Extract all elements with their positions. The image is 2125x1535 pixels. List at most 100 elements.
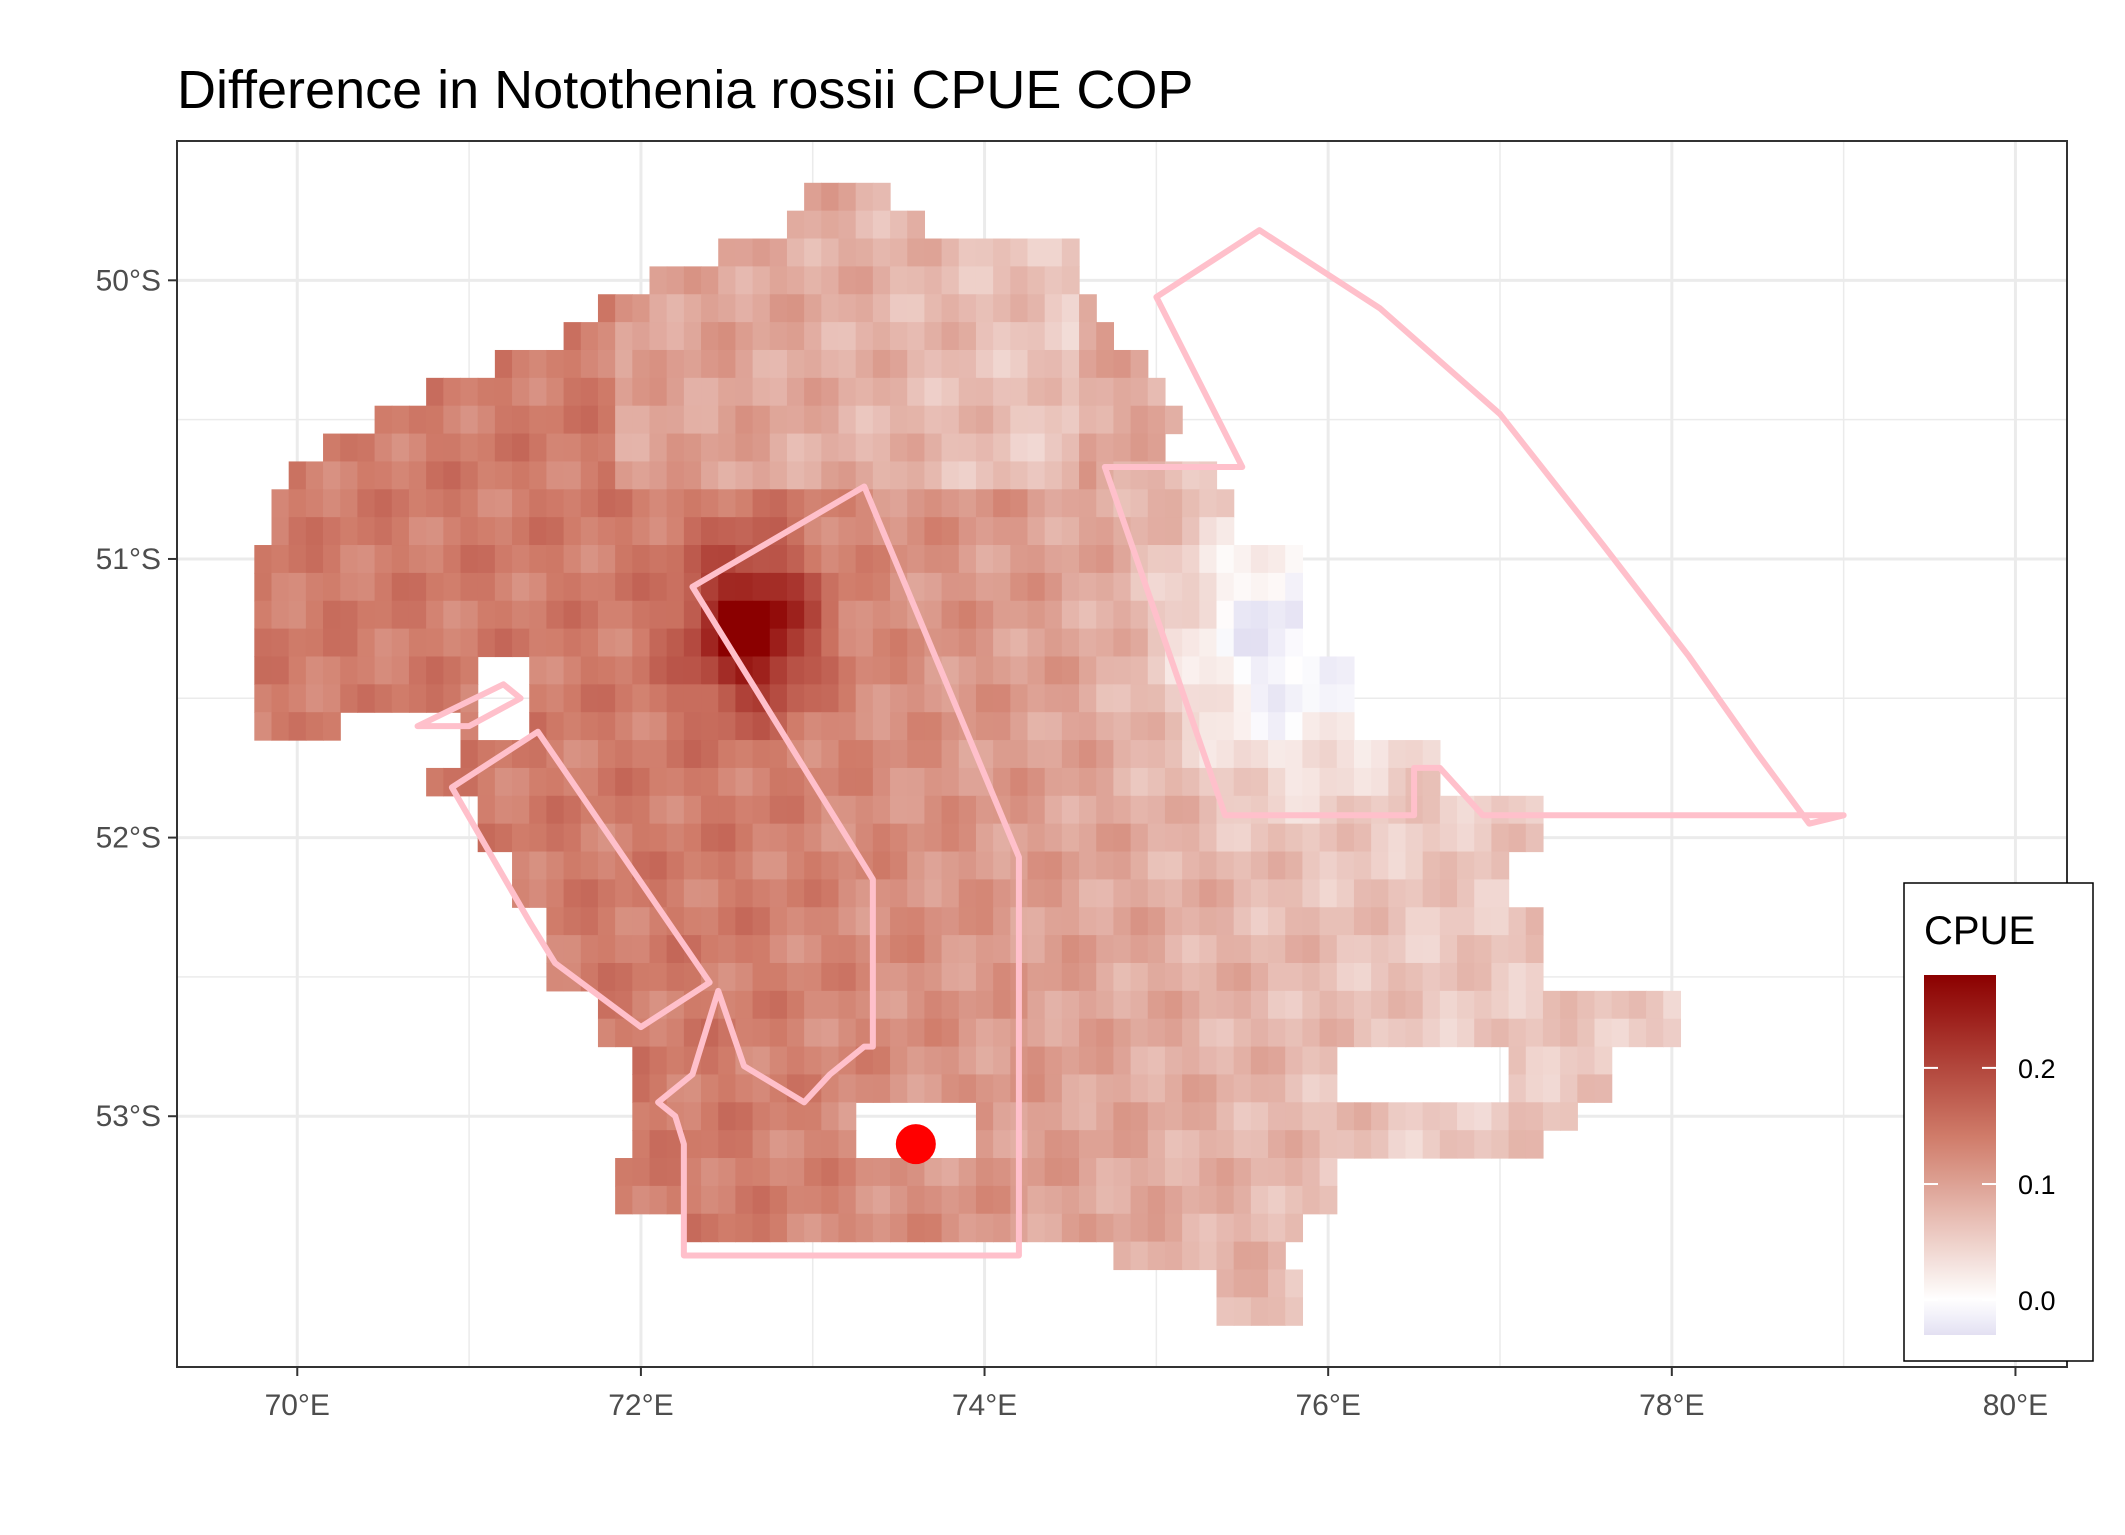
heatmap-cell — [1010, 461, 1029, 490]
heatmap-cell — [615, 322, 633, 351]
heatmap-cell — [1027, 767, 1046, 797]
heatmap-cell — [1061, 1185, 1080, 1215]
heatmap-cell — [1319, 712, 1338, 741]
heatmap-cell — [1010, 684, 1029, 713]
heatmap-cell — [735, 851, 754, 880]
heatmap-cell — [1096, 600, 1115, 630]
heatmap-cell — [941, 461, 960, 490]
heatmap-cell — [1405, 1018, 1424, 1048]
heatmap-cell — [855, 767, 874, 797]
heatmap-cell — [1474, 1130, 1493, 1159]
heatmap-cell — [786, 684, 805, 713]
heatmap-cell — [1044, 1102, 1063, 1131]
heatmap-cell — [683, 656, 702, 685]
heatmap-cell — [1542, 1018, 1561, 1048]
heatmap-cell — [597, 935, 616, 964]
heatmap-cell — [443, 628, 462, 658]
heatmap-cell — [1491, 907, 1510, 936]
heatmap-cell — [1027, 266, 1046, 295]
heatmap-cell — [958, 1158, 977, 1187]
heatmap-cell — [890, 489, 908, 518]
heatmap-cell — [975, 517, 994, 546]
heatmap-cell — [683, 962, 702, 992]
heatmap-cell — [357, 545, 376, 574]
heatmap-cell — [1199, 600, 1218, 630]
heatmap-cell — [975, 656, 994, 685]
heatmap-cell — [924, 489, 943, 518]
heatmap-cell — [769, 1046, 788, 1076]
heatmap-cell — [1405, 990, 1424, 1020]
heatmap-cell — [288, 684, 307, 713]
heatmap-cell — [323, 628, 341, 658]
heatmap-cell — [391, 656, 410, 685]
heatmap-cell — [1044, 238, 1063, 267]
heatmap-cell — [494, 517, 513, 546]
heatmap-cell — [838, 935, 857, 964]
heatmap-cell — [1285, 572, 1304, 602]
heatmap-cell — [477, 545, 496, 574]
heatmap-cell — [1353, 907, 1372, 936]
heatmap-cell — [1216, 1269, 1235, 1298]
heatmap-cell — [1319, 684, 1338, 713]
heatmap-cell — [426, 461, 444, 490]
heatmap-cell — [1371, 795, 1389, 825]
heatmap-cell — [975, 238, 994, 267]
heatmap-cell — [1096, 684, 1115, 713]
heatmap-cell — [494, 405, 513, 435]
heatmap-cell — [1130, 1213, 1149, 1243]
heatmap-cell — [1044, 1018, 1063, 1048]
heatmap-cell — [460, 545, 479, 574]
heatmap-cell — [649, 266, 668, 295]
heatmap-cell — [357, 656, 376, 685]
heatmap-cell — [821, 740, 840, 769]
heatmap-cell — [563, 377, 582, 407]
heatmap-cell — [597, 628, 616, 658]
heatmap-cell — [1061, 712, 1080, 741]
heatmap-cell — [975, 349, 994, 379]
heatmap-cell — [769, 684, 788, 713]
heatmap-cell — [1439, 935, 1458, 964]
heatmap-cell — [1508, 1102, 1527, 1131]
heatmap-cell — [1096, 1046, 1115, 1076]
heatmap-cell — [993, 266, 1011, 295]
heatmap-cell — [408, 517, 427, 546]
heatmap-cell — [408, 572, 427, 602]
heatmap-cell — [649, 433, 668, 463]
heatmap-cell — [1216, 1185, 1235, 1215]
heatmap-cell — [872, 322, 891, 351]
heatmap-cell — [494, 461, 513, 490]
heatmap-cell — [752, 377, 771, 407]
heatmap-cell — [1147, 1018, 1166, 1048]
heatmap-cell — [1130, 740, 1149, 769]
heatmap-cell — [701, 1074, 719, 1103]
heatmap-cell — [838, 433, 857, 463]
heatmap-cell — [1130, 712, 1149, 741]
heatmap-cell — [408, 433, 427, 463]
heatmap-cell — [1560, 1102, 1578, 1131]
heatmap-cell — [718, 600, 737, 630]
heatmap-cell — [1061, 461, 1080, 490]
heatmap-cell — [890, 628, 908, 658]
heatmap-cell — [924, 990, 943, 1020]
heatmap-cell — [1147, 935, 1166, 964]
heatmap-cell — [1250, 628, 1269, 658]
heatmap-cell — [1250, 545, 1269, 574]
heatmap-cell — [666, 489, 685, 518]
polygon-western-strip — [448, 728, 713, 1031]
heatmap-cell — [580, 628, 599, 658]
heatmap-cell — [786, 1185, 805, 1215]
heatmap-cell — [855, 628, 874, 658]
heatmap-cell — [1096, 962, 1115, 992]
heatmap-cell — [1216, 712, 1235, 741]
heatmap-cell — [941, 907, 960, 936]
heatmap-cell — [615, 712, 633, 741]
heatmap-cell — [1096, 795, 1115, 825]
heatmap-cell — [855, 1158, 874, 1187]
heatmap-cell — [769, 405, 788, 435]
heatmap-cell — [1044, 1213, 1063, 1243]
heatmap-cell — [580, 600, 599, 630]
heatmap-cell — [615, 684, 633, 713]
heatmap-cell — [804, 349, 822, 379]
heatmap-cell — [597, 767, 616, 797]
heatmap-cell — [718, 266, 737, 295]
